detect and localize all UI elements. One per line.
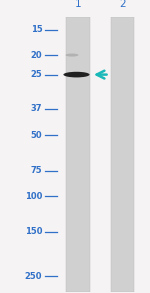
- Text: 100: 100: [25, 192, 42, 200]
- Text: 2: 2: [119, 0, 126, 9]
- Text: 20: 20: [31, 51, 42, 59]
- Text: 37: 37: [31, 104, 42, 113]
- Text: 150: 150: [25, 227, 42, 236]
- Text: 50: 50: [31, 131, 42, 140]
- Bar: [111, 17, 134, 292]
- Ellipse shape: [63, 72, 90, 77]
- Ellipse shape: [66, 54, 79, 57]
- Text: 25: 25: [31, 70, 42, 79]
- Text: 250: 250: [25, 272, 42, 281]
- Text: 75: 75: [31, 166, 42, 175]
- Bar: [66, 17, 90, 292]
- Text: 1: 1: [75, 0, 81, 9]
- Text: 15: 15: [31, 25, 42, 34]
